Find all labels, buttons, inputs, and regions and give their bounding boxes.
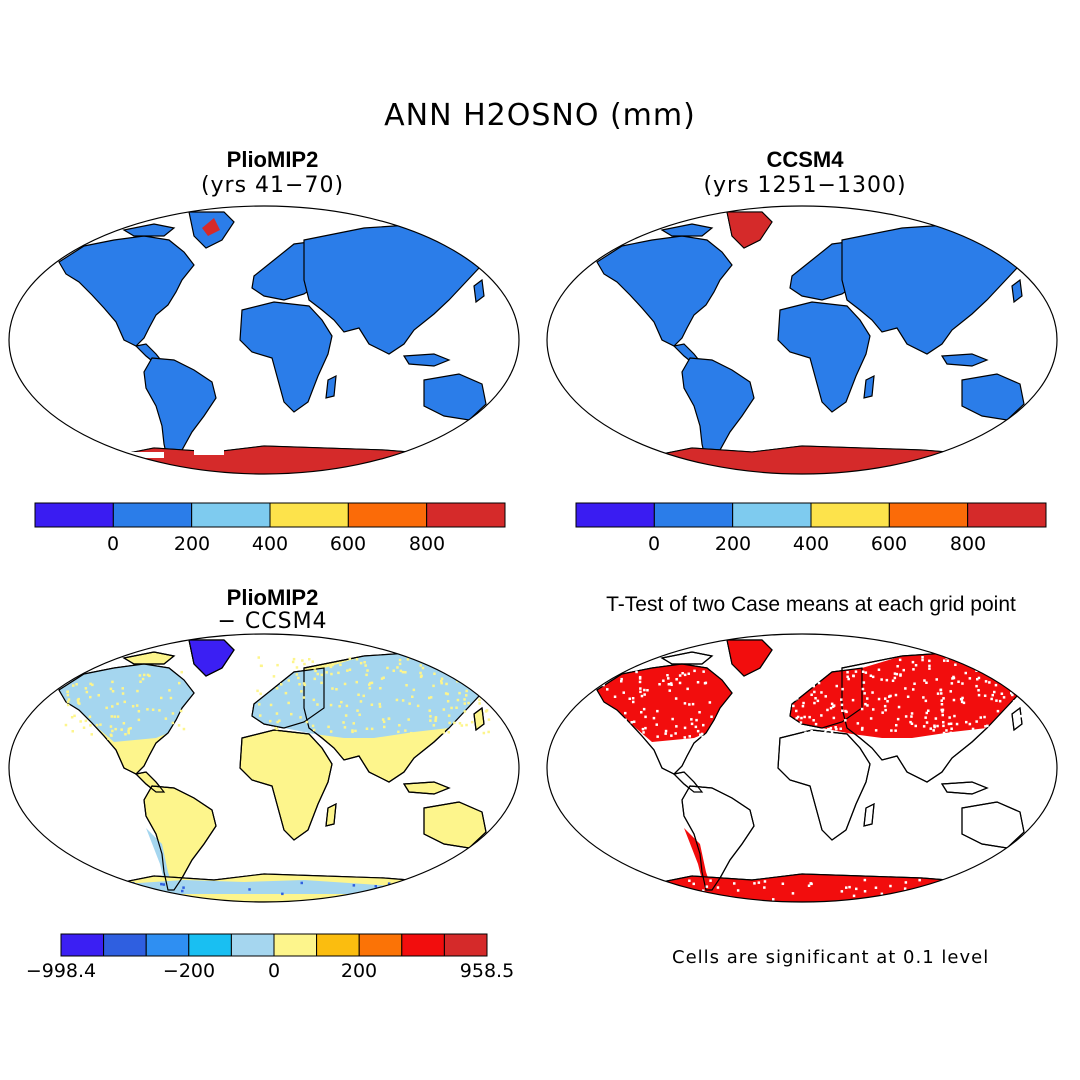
- cb3-swatch-4: [230, 933, 275, 957]
- cb2-swatch-2: [732, 502, 812, 528]
- cb2-tick-800: 800: [949, 533, 987, 555]
- panel2-antarctica-high: [561, 445, 1043, 474]
- cb3-tick-min: −998.4: [25, 960, 97, 982]
- cb1-tick-200: 200: [173, 533, 211, 555]
- cb2-swatch-1: [653, 502, 734, 528]
- cb3-swatch-9: [443, 933, 488, 957]
- cb3-swatch-1: [103, 933, 147, 957]
- panel1-map: [8, 205, 520, 475]
- panel4-map: [546, 633, 1058, 903]
- panel2-subtitle: (yrs 1251−1300): [703, 173, 907, 198]
- figure-title: ANN H2OSNO (mm): [384, 98, 696, 133]
- panel4-sig-antarctica: [562, 874, 1042, 902]
- cb2-tick-200: 200: [714, 533, 752, 555]
- cb3-swatch-6: [316, 933, 360, 957]
- cb1-swatch-0: [34, 502, 114, 528]
- cb1-swatch-1: [112, 502, 193, 528]
- cb3-swatch-2: [145, 933, 190, 957]
- panel4-sig-andes: [684, 828, 712, 890]
- panel1-title: PlioMIP2: [226, 147, 319, 172]
- cb2-swatch-4: [888, 502, 969, 528]
- cb2-tick-0: 0: [647, 533, 661, 555]
- panel3-subtitle: − CCSM4: [217, 609, 328, 634]
- colorbar-top-left: [34, 502, 506, 528]
- cb3-tick-200: 200: [340, 960, 378, 982]
- panel4-sig-greenland: [727, 640, 772, 676]
- cb2-swatch-5: [967, 502, 1047, 528]
- colorbar-difference-ticks: −998.4 −200 0 200 958.5: [26, 960, 514, 986]
- panel2-title: CCSM4: [766, 147, 844, 172]
- cb2-tick-400: 400: [792, 533, 830, 555]
- panel3-title: PlioMIP2: [226, 585, 319, 610]
- cb2-swatch-0: [575, 502, 655, 528]
- colorbar-top-right: [575, 502, 1047, 528]
- colorbar-difference: [60, 933, 488, 957]
- colorbar-top-left-ticks: 0 200 400 600 800: [35, 533, 505, 559]
- cb3-swatch-5: [273, 933, 318, 957]
- panel1-subtitle: (yrs 41−70): [200, 173, 345, 198]
- cb3-swatch-3: [188, 933, 232, 957]
- cb1-swatch-2: [191, 502, 271, 528]
- cb3-tick-0: 0: [267, 960, 281, 982]
- cb3-tick-max: 958.5: [459, 960, 515, 982]
- cb1-tick-800: 800: [408, 533, 446, 555]
- cb2-swatch-3: [810, 502, 890, 528]
- cb3-tick-neg200: −200: [162, 960, 216, 982]
- cb3-swatch-7: [358, 933, 403, 957]
- cb1-tick-400: 400: [251, 533, 289, 555]
- panel1-antarctica-high: [23, 445, 505, 474]
- cb1-tick-0: 0: [106, 533, 120, 555]
- panel4-title: T-Test of two Case means at each grid po…: [606, 593, 1016, 616]
- cb3-swatch-8: [401, 933, 445, 957]
- panel2-map: [546, 205, 1058, 475]
- cb1-tick-600: 600: [329, 533, 367, 555]
- panel3-map: [8, 633, 520, 903]
- significance-note: Cells are significant at 0.1 level: [672, 947, 990, 968]
- cb3-swatch-0: [60, 933, 105, 957]
- cb1-swatch-3: [269, 502, 349, 528]
- cb1-swatch-4: [347, 502, 428, 528]
- cb1-swatch-5: [426, 502, 506, 528]
- panel2-greenland-high: [726, 211, 773, 249]
- cb2-tick-600: 600: [870, 533, 908, 555]
- colorbar-top-right-ticks: 0 200 400 600 800: [576, 533, 1046, 559]
